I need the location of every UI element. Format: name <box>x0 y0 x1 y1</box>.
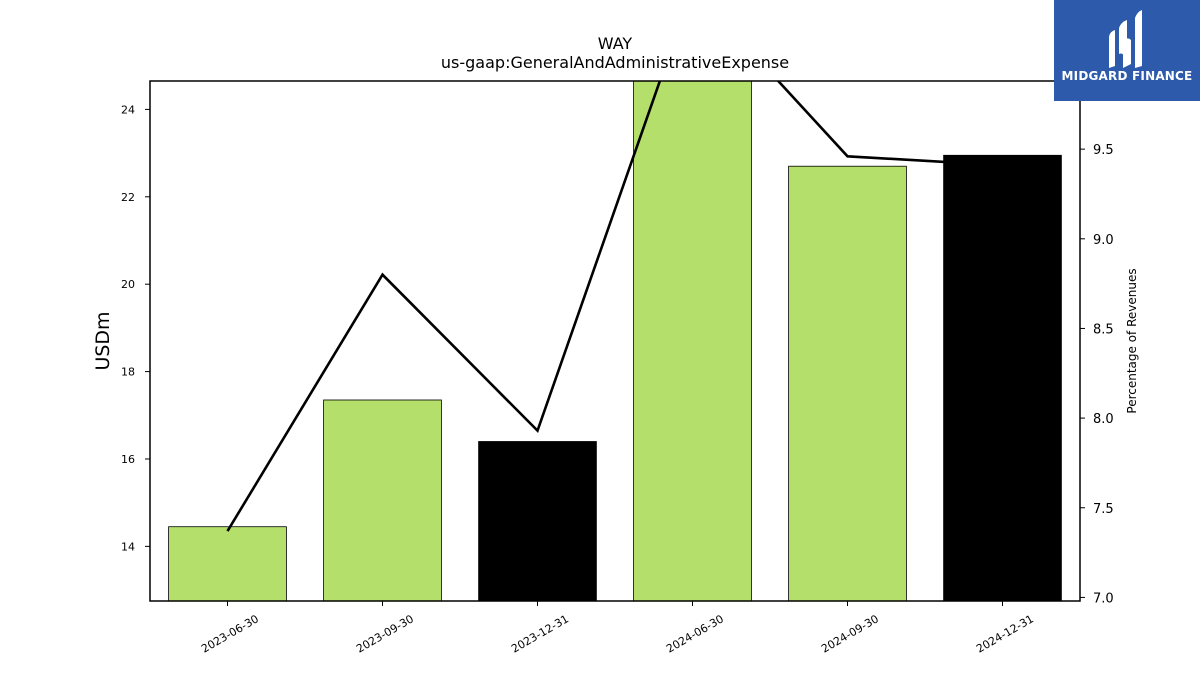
bar-2024-12-31 <box>943 154 1062 601</box>
bar-2023-09-30 <box>323 399 442 601</box>
chart-subtitle: us-gaap:GeneralAndAdministrativeExpense <box>441 53 789 72</box>
y2-axis-label: Percentage of Revenues <box>1125 268 1139 413</box>
y2-tick-label: 9.5 <box>1093 143 1114 158</box>
bar-2024-06-30 <box>633 81 752 601</box>
bar-2023-12-31 <box>478 441 597 601</box>
y-tick-label: 20 <box>121 278 135 291</box>
x-tick-label: 2024-06-30 <box>664 612 726 655</box>
brand-logo: MIDGARD FINANCE <box>1054 0 1200 101</box>
x-tick-label: 2023-12-31 <box>509 612 571 655</box>
percentage-line <box>226 81 1003 532</box>
x-tick-label: 2023-09-30 <box>354 612 416 655</box>
plot-frame <box>149 80 1081 602</box>
y-tick-label: 14 <box>121 540 135 553</box>
brand-name: MIDGARD FINANCE <box>1061 69 1193 83</box>
x-tick-label: 2024-09-30 <box>819 612 881 655</box>
y-axis-right: 7.0 7.5 8.0 8.5 9.0 9.5 <box>1080 143 1114 606</box>
x-axis: 2023-06-30 2023-09-30 2023-12-31 2024-06-30… <box>199 601 1036 656</box>
x-tick-label: 2024-12-31 <box>974 612 1036 655</box>
bar-group <box>168 81 1062 601</box>
y-tick-label: 24 <box>121 103 135 116</box>
y2-tick-label: 9.0 <box>1093 233 1114 248</box>
y2-tick-label: 8.5 <box>1093 322 1114 337</box>
bar-2023-06-30 <box>168 526 287 601</box>
y-tick-label: 16 <box>121 453 135 466</box>
line-group <box>226 81 1003 532</box>
y2-tick-label: 7.5 <box>1093 502 1114 517</box>
x-tick-label: 2023-06-30 <box>199 612 261 655</box>
y2-tick-label: 8.0 <box>1093 412 1114 427</box>
y-axis-left: 14 16 18 20 22 24 <box>121 103 150 553</box>
y-axis-label: USDm <box>92 311 114 370</box>
y-tick-label: 22 <box>121 191 135 204</box>
y-tick-label: 18 <box>121 366 135 379</box>
chart-title: WAY <box>598 34 633 53</box>
logo-mark-icon <box>1109 10 1142 68</box>
bar-2024-09-30 <box>788 165 907 601</box>
y2-tick-label: 7.0 <box>1093 591 1114 606</box>
